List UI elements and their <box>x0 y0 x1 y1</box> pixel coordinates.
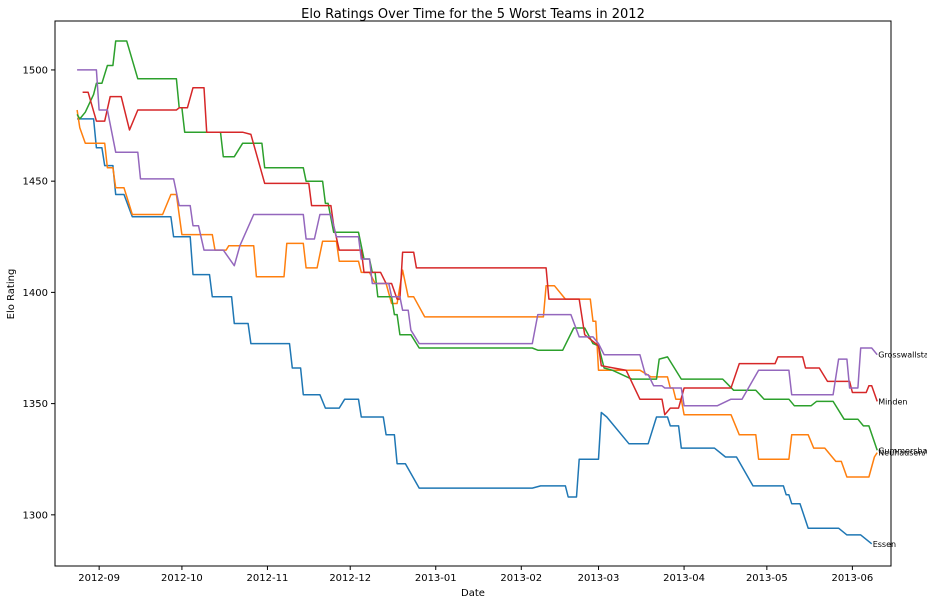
series-end-label-neuhausen-erms: Neuhausen/Erms <box>878 449 927 458</box>
series-end-label-essen: Essen <box>873 540 896 549</box>
x-tick-label: 2013-04 <box>663 573 705 584</box>
y-tick-label: 1400 <box>23 288 48 299</box>
x-tick-label: 2013-02 <box>500 573 542 584</box>
x-axis-label: Date <box>461 588 485 599</box>
x-tick-label: 2012-10 <box>161 573 203 584</box>
x-tick-label: 2013-05 <box>746 573 788 584</box>
series-line-neuhausen-erms <box>76 109 878 478</box>
y-tick-label: 1450 <box>23 177 48 188</box>
series-layer <box>76 40 878 545</box>
y-tick-label: 1300 <box>23 510 48 521</box>
series-end-label-grosswallstadt: Grosswallstadt <box>878 351 927 360</box>
x-tick-label: 2012-11 <box>247 573 289 584</box>
series-line-gummersbach <box>76 40 878 451</box>
x-axis: 2012-09 2012-10 2012-11 2012-12 2013-01 2013-… <box>78 566 873 584</box>
series-end-label-gummersbach: Gummersbach <box>878 446 927 455</box>
x-tick-label: 2012-09 <box>78 573 120 584</box>
x-tick-label: 2013-06 <box>831 573 873 584</box>
y-axis-label: Elo Rating <box>6 269 17 320</box>
y-tick-label: 1500 <box>23 65 48 76</box>
x-tick-label: 2013-01 <box>415 573 457 584</box>
plot-area-frame <box>54 20 892 567</box>
y-tick-label: 1350 <box>23 399 48 410</box>
series-end-label-minden: Minden <box>878 397 907 406</box>
x-tick-label: 2012-12 <box>329 573 371 584</box>
series-end-labels: Essen Neuhausen/ErmsGummersbach Minden Gros… <box>873 351 927 549</box>
series-line-essen <box>77 118 873 545</box>
series-line-grosswallstadt <box>77 69 878 407</box>
x-tick-label: 2013-03 <box>578 573 620 584</box>
y-axis: 1300 1350 1400 1450 1500 <box>23 65 55 521</box>
chart-title: Elo Ratings Over Time for the 5 Worst Te… <box>301 7 645 22</box>
